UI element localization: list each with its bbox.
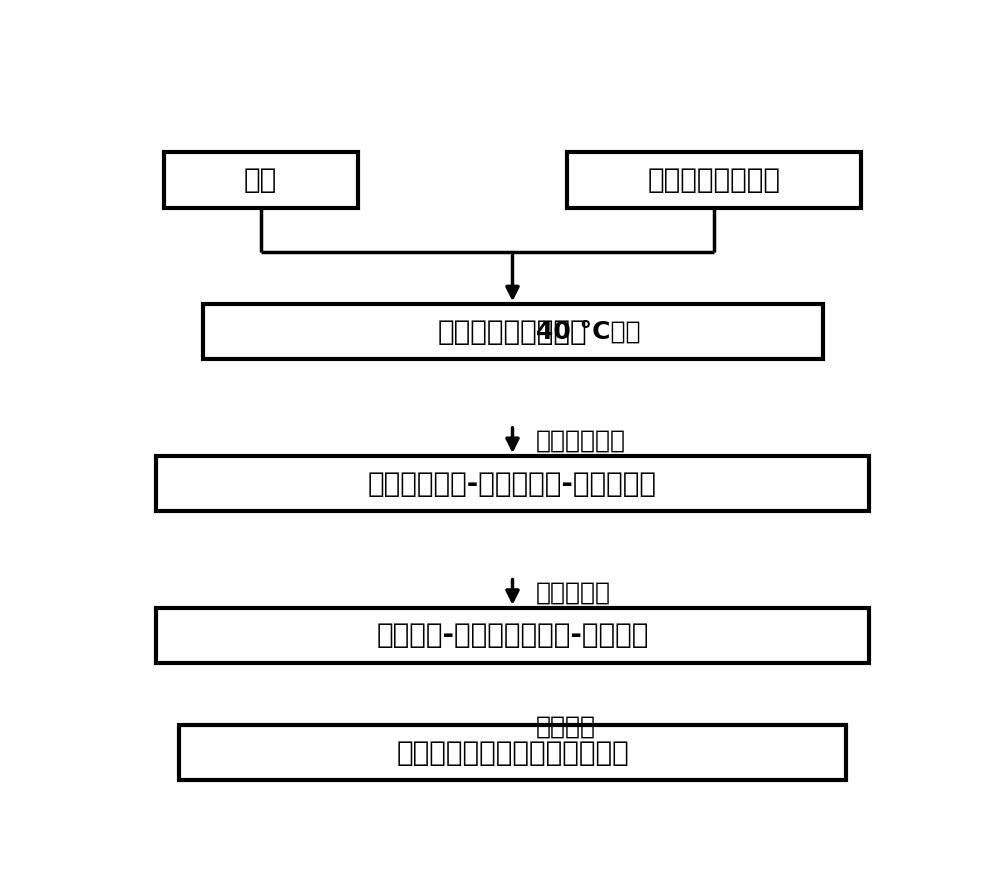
FancyBboxPatch shape bbox=[156, 607, 869, 663]
FancyBboxPatch shape bbox=[202, 304, 822, 359]
FancyBboxPatch shape bbox=[567, 152, 861, 208]
FancyBboxPatch shape bbox=[179, 725, 846, 780]
FancyBboxPatch shape bbox=[164, 152, 358, 208]
Text: 40 °C搅拌: 40 °C搅拌 bbox=[536, 320, 640, 344]
Text: 碳负载单层二硫化钼复合催化剂: 碳负载单层二硫化钼复合催化剂 bbox=[396, 738, 629, 767]
Text: 四硫代钼酸铵: 四硫代钼酸铵 bbox=[536, 428, 626, 452]
Text: 四硫代钼酸铵-表面活性剂-碳源混合物: 四硫代钼酸铵-表面活性剂-碳源混合物 bbox=[368, 470, 657, 497]
FancyBboxPatch shape bbox=[156, 456, 869, 511]
Text: 二硫化钼-残留表面活性剂-碳复合物: 二硫化钼-残留表面活性剂-碳复合物 bbox=[376, 621, 649, 650]
Text: 碳源: 碳源 bbox=[244, 166, 277, 194]
Text: 高温处理: 高温处理 bbox=[536, 715, 596, 738]
Text: 表面活性剂分散液: 表面活性剂分散液 bbox=[648, 166, 780, 194]
Text: 水合肼还原: 水合肼还原 bbox=[536, 581, 611, 604]
Text: 表面活性剂修饰碳源: 表面活性剂修饰碳源 bbox=[438, 318, 587, 346]
